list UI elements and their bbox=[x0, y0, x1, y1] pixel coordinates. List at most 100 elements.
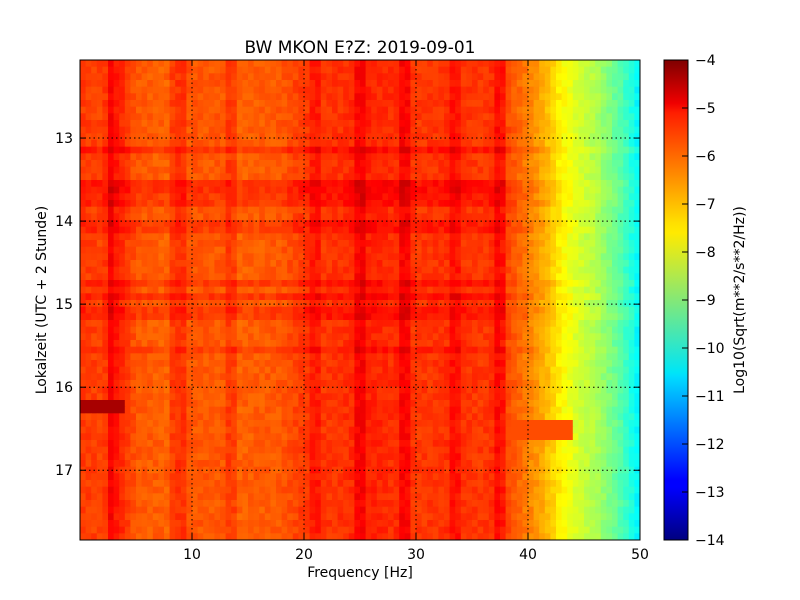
heatmap-cell bbox=[444, 80, 451, 88]
heatmap-cell bbox=[180, 333, 187, 341]
heatmap-cell bbox=[612, 366, 619, 374]
heatmap-cell bbox=[365, 386, 372, 394]
heatmap-cell bbox=[231, 113, 238, 121]
heatmap-cell bbox=[197, 166, 204, 174]
heatmap-cell bbox=[511, 280, 518, 288]
heatmap-cell bbox=[393, 86, 400, 94]
heatmap-cell bbox=[399, 160, 406, 168]
heatmap-cell bbox=[595, 326, 602, 334]
heatmap-cell bbox=[85, 233, 92, 241]
heatmap-cell bbox=[567, 280, 574, 288]
heatmap-cell bbox=[80, 240, 87, 248]
heatmap-cell bbox=[147, 100, 154, 108]
heatmap-cell bbox=[371, 146, 378, 154]
heatmap-cell bbox=[444, 213, 451, 221]
heatmap-cell bbox=[242, 233, 249, 241]
heatmap-cell bbox=[460, 133, 467, 141]
heatmap-cell bbox=[472, 360, 479, 368]
heatmap-cell bbox=[141, 146, 148, 154]
heatmap-cell bbox=[427, 140, 434, 148]
heatmap-cell bbox=[578, 140, 585, 148]
heatmap-cell bbox=[416, 373, 423, 381]
heatmap-cell bbox=[388, 326, 395, 334]
heatmap-cell bbox=[85, 153, 92, 161]
heatmap-cell bbox=[214, 266, 221, 274]
heatmap-cell bbox=[522, 113, 529, 121]
heatmap-cell bbox=[623, 320, 630, 328]
heatmap-cell bbox=[186, 353, 193, 361]
heatmap-cell bbox=[606, 360, 613, 368]
heatmap-cell bbox=[472, 340, 479, 348]
heatmap-cell bbox=[376, 373, 383, 381]
heatmap-cell bbox=[505, 373, 512, 381]
heatmap-cell bbox=[550, 346, 557, 354]
heatmap-cell bbox=[444, 340, 451, 348]
heatmap-cell bbox=[550, 233, 557, 241]
heatmap-cell bbox=[236, 100, 243, 108]
heatmap-cell bbox=[444, 160, 451, 168]
heatmap-cell bbox=[315, 133, 322, 141]
heatmap-cell bbox=[561, 340, 568, 348]
heatmap-cell bbox=[354, 200, 361, 208]
heatmap-cell bbox=[376, 320, 383, 328]
heatmap-cell bbox=[175, 200, 182, 208]
heatmap-cell bbox=[533, 220, 540, 228]
heatmap-cell bbox=[488, 133, 495, 141]
heatmap-cell bbox=[371, 353, 378, 361]
heatmap-cell bbox=[248, 273, 255, 281]
heatmap-cell bbox=[337, 113, 344, 121]
heatmap-cell bbox=[225, 240, 232, 248]
heatmap-cell bbox=[304, 233, 311, 241]
heatmap-cell bbox=[354, 113, 361, 121]
heatmap-cell bbox=[281, 333, 288, 341]
heatmap-cell bbox=[371, 80, 378, 88]
heatmap-cell bbox=[292, 200, 299, 208]
heatmap-cell bbox=[444, 240, 451, 248]
heatmap-cell bbox=[360, 60, 367, 68]
heatmap-cell bbox=[108, 140, 115, 148]
heatmap-cell bbox=[197, 293, 204, 301]
heatmap-cell bbox=[236, 266, 243, 274]
heatmap-cell bbox=[259, 313, 266, 321]
heatmap-cell bbox=[438, 60, 445, 68]
heatmap-cell bbox=[472, 366, 479, 374]
heatmap-cell bbox=[449, 133, 456, 141]
heatmap-cell bbox=[376, 260, 383, 268]
heatmap-cell bbox=[147, 246, 154, 254]
heatmap-cell bbox=[343, 186, 350, 194]
heatmap-cell bbox=[281, 86, 288, 94]
heatmap-cell bbox=[231, 306, 238, 314]
heatmap-cell bbox=[494, 300, 501, 308]
heatmap-cell bbox=[337, 66, 344, 74]
heatmap-cell bbox=[421, 153, 428, 161]
heatmap-cell bbox=[522, 260, 529, 268]
heatmap-cell bbox=[326, 153, 333, 161]
heatmap-cell bbox=[528, 186, 535, 194]
heatmap-cell bbox=[404, 386, 411, 394]
heatmap-cell bbox=[472, 293, 479, 301]
heatmap-cell bbox=[444, 186, 451, 194]
heatmap-cell bbox=[432, 173, 439, 181]
heatmap-cell bbox=[102, 226, 109, 234]
heatmap-cell bbox=[113, 260, 120, 268]
heatmap-cell bbox=[393, 293, 400, 301]
heatmap-cell bbox=[550, 353, 557, 361]
heatmap-cell bbox=[276, 246, 283, 254]
heatmap-cell bbox=[399, 300, 406, 308]
heatmap-cell bbox=[623, 233, 630, 241]
heatmap-cell bbox=[203, 360, 210, 368]
heatmap-cell bbox=[584, 153, 591, 161]
heatmap-cell bbox=[382, 386, 389, 394]
heatmap-cell bbox=[348, 386, 355, 394]
heatmap-cell bbox=[197, 320, 204, 328]
heatmap-cell bbox=[242, 120, 249, 128]
heatmap-cell bbox=[276, 200, 283, 208]
heatmap-cell bbox=[589, 386, 596, 394]
heatmap-cell bbox=[382, 173, 389, 181]
heatmap-cell bbox=[421, 366, 428, 374]
heatmap-cell bbox=[236, 246, 243, 254]
heatmap-cell bbox=[595, 240, 602, 248]
heatmap-cell bbox=[332, 180, 339, 188]
heatmap-cell bbox=[147, 280, 154, 288]
heatmap-cell bbox=[511, 86, 518, 94]
